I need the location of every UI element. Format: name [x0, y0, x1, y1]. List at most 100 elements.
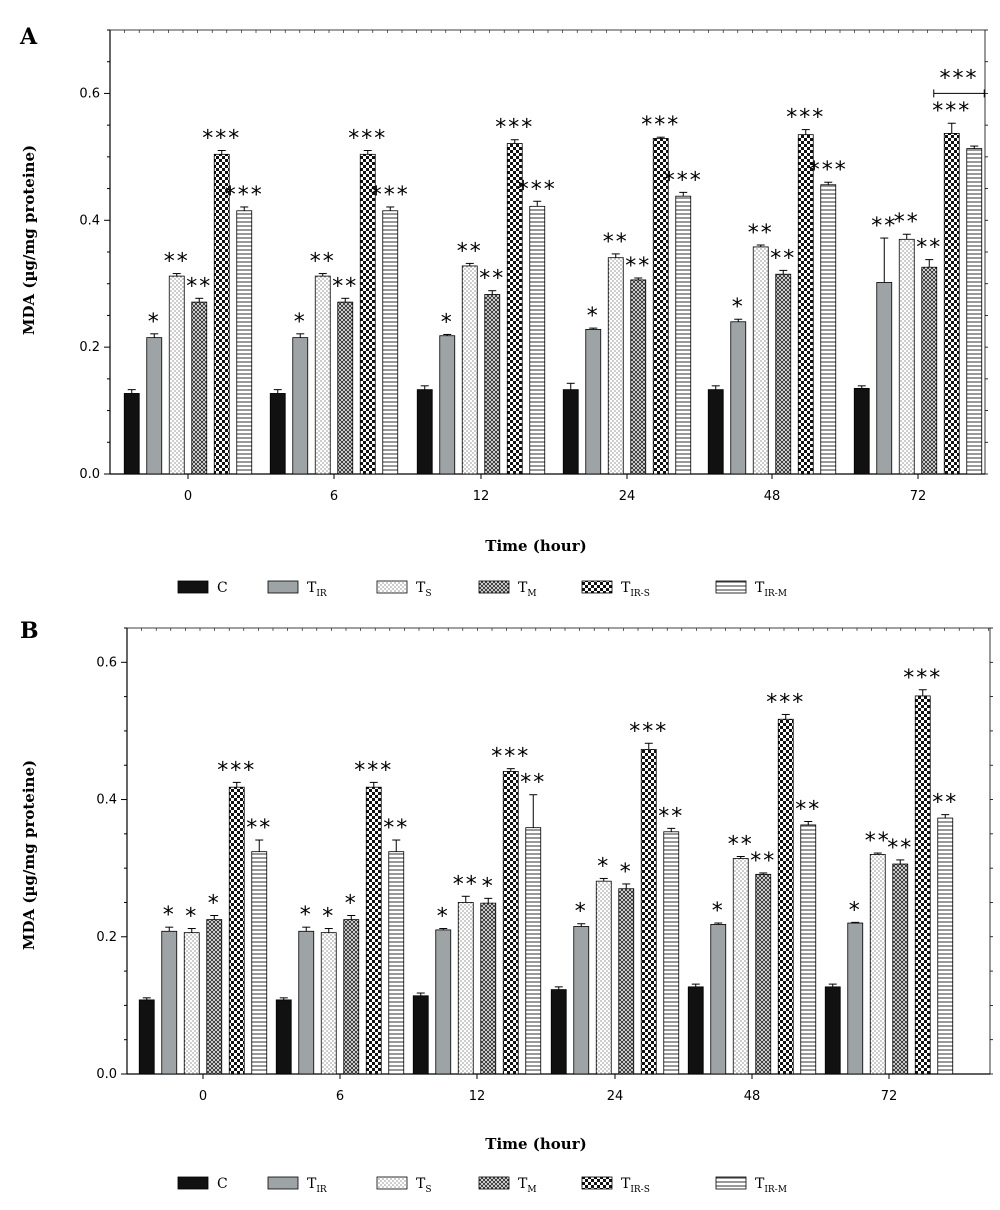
significance-label: ***: [491, 745, 530, 770]
bar-tm-12: [481, 903, 496, 1074]
bar-ts-0: [169, 276, 184, 474]
bar-tir-s-24: [641, 749, 656, 1074]
significance-label: ***: [495, 116, 534, 141]
panel-a-label: A: [19, 24, 38, 50]
significance-label: *: [620, 860, 633, 885]
bar-c-24: [551, 990, 566, 1074]
significance-label: *: [437, 905, 450, 930]
legend-label: TIR: [307, 580, 327, 599]
significance-label: *: [300, 903, 313, 928]
significance-label: **: [453, 872, 479, 897]
bar-c-72: [854, 388, 869, 474]
legend-swatch: [582, 1177, 612, 1189]
significance-label: *: [208, 891, 221, 916]
bar-tir-m-12: [526, 828, 541, 1074]
significance-label: ***: [518, 177, 557, 202]
x-tick-label: 48: [744, 1089, 761, 1104]
panel-a-legend: C TIR TS TM TIR-S TIR-M: [178, 580, 787, 599]
bar-tir-m-6: [389, 852, 404, 1074]
bar-tir-m-48: [801, 825, 816, 1074]
y-tick-label: 0.6: [79, 86, 100, 101]
legend-label-main: C: [217, 1176, 228, 1192]
y-tick-label: 0.6: [96, 655, 117, 670]
legend-label: TIR-S: [621, 580, 650, 599]
bar-c-6: [270, 393, 285, 474]
bar-tir-m-48: [821, 185, 836, 474]
bar-tir-48: [711, 924, 726, 1074]
bar-tir-0: [162, 931, 177, 1074]
bar-ts-72: [870, 854, 885, 1074]
y-tick-label: 0.4: [96, 793, 117, 808]
significance-label: ***: [641, 113, 680, 138]
panel-b-ylabel: MDA (µg/mg proteine): [20, 760, 38, 950]
significance-label: *: [185, 905, 198, 930]
bar-c-24: [563, 390, 578, 474]
bar-c-72: [825, 987, 840, 1074]
bar-tir-s-12: [503, 771, 518, 1074]
y-tick-label: 0.4: [79, 213, 100, 228]
bar-tir-48: [731, 322, 746, 474]
significance-label: **: [457, 239, 483, 264]
bar-ts-0: [184, 933, 199, 1074]
bar-ts-48: [733, 859, 748, 1074]
legend-label-sub: S: [425, 1185, 431, 1195]
bar-c-12: [417, 390, 432, 474]
bar-tm-0: [192, 302, 207, 474]
bar-tm-0: [207, 920, 222, 1074]
significance-label: ***: [225, 183, 264, 208]
legend-swatch: [582, 581, 612, 593]
significance-label: *: [849, 898, 862, 923]
legend-label: TS: [416, 1176, 432, 1195]
significance-label: **: [310, 250, 336, 275]
bar-tir-m-0: [237, 211, 252, 474]
y-tick-label: 0.2: [96, 930, 117, 945]
bar-tir-72: [848, 923, 863, 1074]
bar-tir-s-48: [778, 719, 793, 1074]
legend-label: TM: [518, 580, 537, 599]
legend-label: TIR-M: [755, 1176, 787, 1195]
legend-swatch: [178, 1177, 208, 1189]
significance-label: *: [322, 905, 335, 930]
significance-label: **: [750, 849, 776, 874]
legend-label-sub: M: [527, 589, 536, 599]
bar-tir-m-24: [664, 832, 679, 1074]
bar-tir-s-72: [944, 133, 959, 474]
significance-label: **: [246, 816, 272, 841]
significance-label: ***: [932, 99, 971, 124]
significance-label: *: [345, 891, 358, 916]
bar-tir-24: [586, 329, 601, 474]
y-tick-label: 0.0: [96, 1067, 117, 1082]
bar-tir-0: [147, 338, 162, 474]
significance-label: **: [932, 791, 958, 816]
significance-label: ***: [371, 183, 410, 208]
significance-label: ***: [809, 158, 848, 183]
x-tick-label: 48: [764, 489, 781, 504]
significance-label: *: [575, 900, 588, 925]
significance-label: **: [748, 221, 774, 246]
significance-label: ***: [786, 106, 825, 131]
significance-label: **: [186, 274, 212, 299]
significance-label: **: [658, 804, 684, 829]
bar-c-48: [708, 390, 723, 474]
bar-ts-24: [596, 881, 611, 1074]
bar-tm-6: [338, 302, 353, 474]
significance-label: *: [441, 310, 454, 335]
significance-label: *: [587, 304, 600, 329]
figure: A MDA (µg/mg proteine) Time (hour) 0.00.…: [0, 0, 1000, 1210]
bar-tm-48: [756, 874, 771, 1074]
bar-tir-m-12: [530, 206, 545, 474]
bar-c-0: [139, 1000, 154, 1074]
legend-label-sub: IR-S: [630, 589, 650, 599]
x-tick-label: 6: [336, 1089, 344, 1104]
bar-tir-6: [299, 931, 314, 1074]
legend-swatch: [479, 1177, 509, 1189]
bar-tir-72: [877, 282, 892, 474]
bar-tir-m-72: [967, 149, 982, 474]
significance-label: **: [795, 797, 821, 822]
bar-tir-24: [574, 926, 589, 1074]
significance-label: ***: [348, 127, 387, 152]
legend-swatch: [377, 1177, 407, 1189]
significance-label: ***: [202, 127, 241, 152]
bar-tir-s-48: [798, 135, 813, 474]
bar-tir-m-72: [938, 818, 953, 1074]
